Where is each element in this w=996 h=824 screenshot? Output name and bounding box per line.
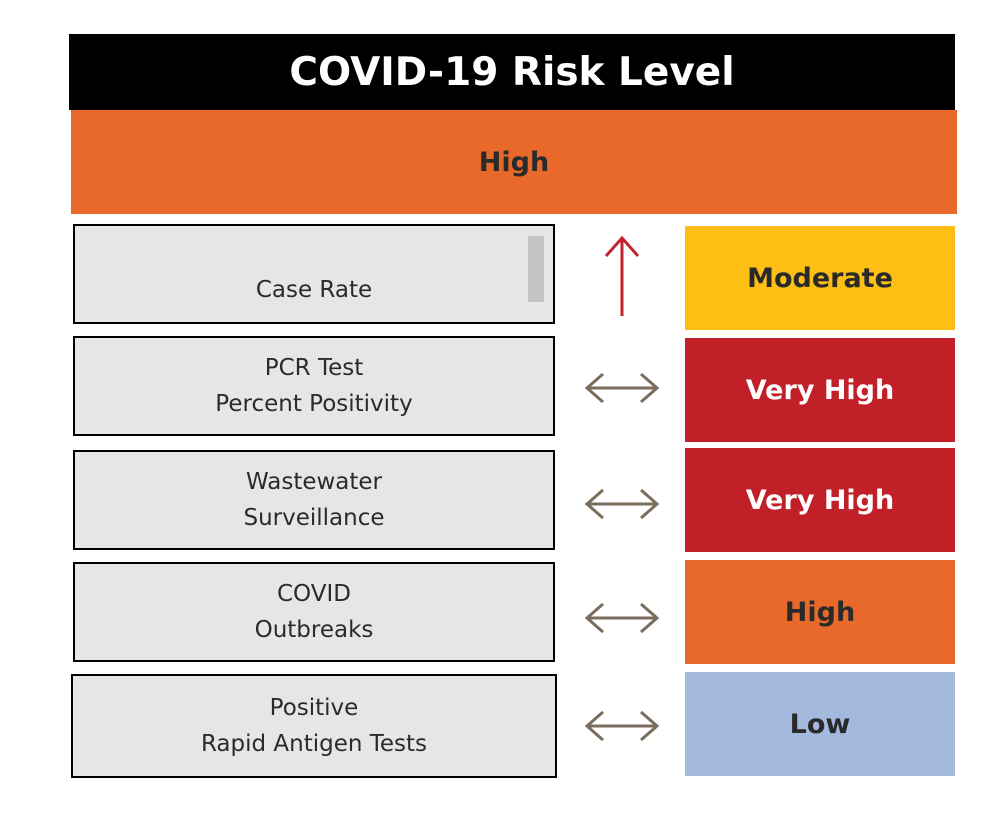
trend-up-arrow-icon bbox=[582, 224, 662, 328]
metric-wastewater-surveillance: Wastewater Surveillance bbox=[73, 450, 555, 550]
trend-left-right-arrow-icon bbox=[582, 674, 662, 778]
scrollbar-thumb[interactable] bbox=[528, 236, 544, 302]
metric-label-line: PCR Test bbox=[264, 355, 364, 381]
metric-positive-rapid-antigen-tests: Positive Rapid Antigen Tests bbox=[71, 674, 557, 778]
metric-label-line: Rapid Antigen Tests bbox=[200, 731, 428, 757]
metric-label-line: Positive bbox=[269, 695, 359, 721]
page-title: COVID-19 Risk Level bbox=[69, 34, 955, 110]
metric-label-line: Percent Positivity bbox=[215, 391, 413, 417]
trend-left-right-arrow-icon bbox=[582, 336, 662, 440]
metric-pcr-test-percent-positivity: PCR Test Percent Positivity bbox=[73, 336, 555, 436]
risk-level-badge: Very High bbox=[685, 338, 955, 442]
trend-left-right-arrow-icon bbox=[582, 452, 662, 556]
metric-label-line: Surveillance bbox=[243, 505, 385, 531]
risk-level-badge: Very High bbox=[685, 448, 955, 552]
metric-label-line: COVID bbox=[277, 581, 351, 607]
metric-covid-outbreaks: COVID Outbreaks bbox=[73, 562, 555, 662]
metric-label-line: Wastewater bbox=[245, 469, 383, 495]
metric-label-line: Case Rate bbox=[255, 277, 373, 303]
trend-left-right-arrow-icon bbox=[582, 566, 662, 670]
metric-case-rate: Case Rate bbox=[73, 224, 555, 324]
metric-label-line: Outbreaks bbox=[254, 617, 374, 643]
risk-level-badge: Moderate bbox=[685, 226, 955, 330]
risk-level-badge: Low bbox=[685, 672, 955, 776]
overall-risk-banner: High bbox=[71, 110, 957, 214]
risk-level-badge: High bbox=[685, 560, 955, 664]
